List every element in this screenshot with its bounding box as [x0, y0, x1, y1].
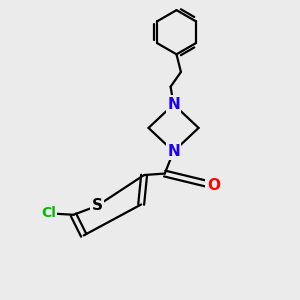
Text: O: O: [207, 178, 220, 193]
Text: S: S: [92, 198, 103, 213]
Text: Cl: Cl: [41, 206, 56, 220]
Text: N: N: [167, 144, 180, 159]
Text: N: N: [167, 97, 180, 112]
